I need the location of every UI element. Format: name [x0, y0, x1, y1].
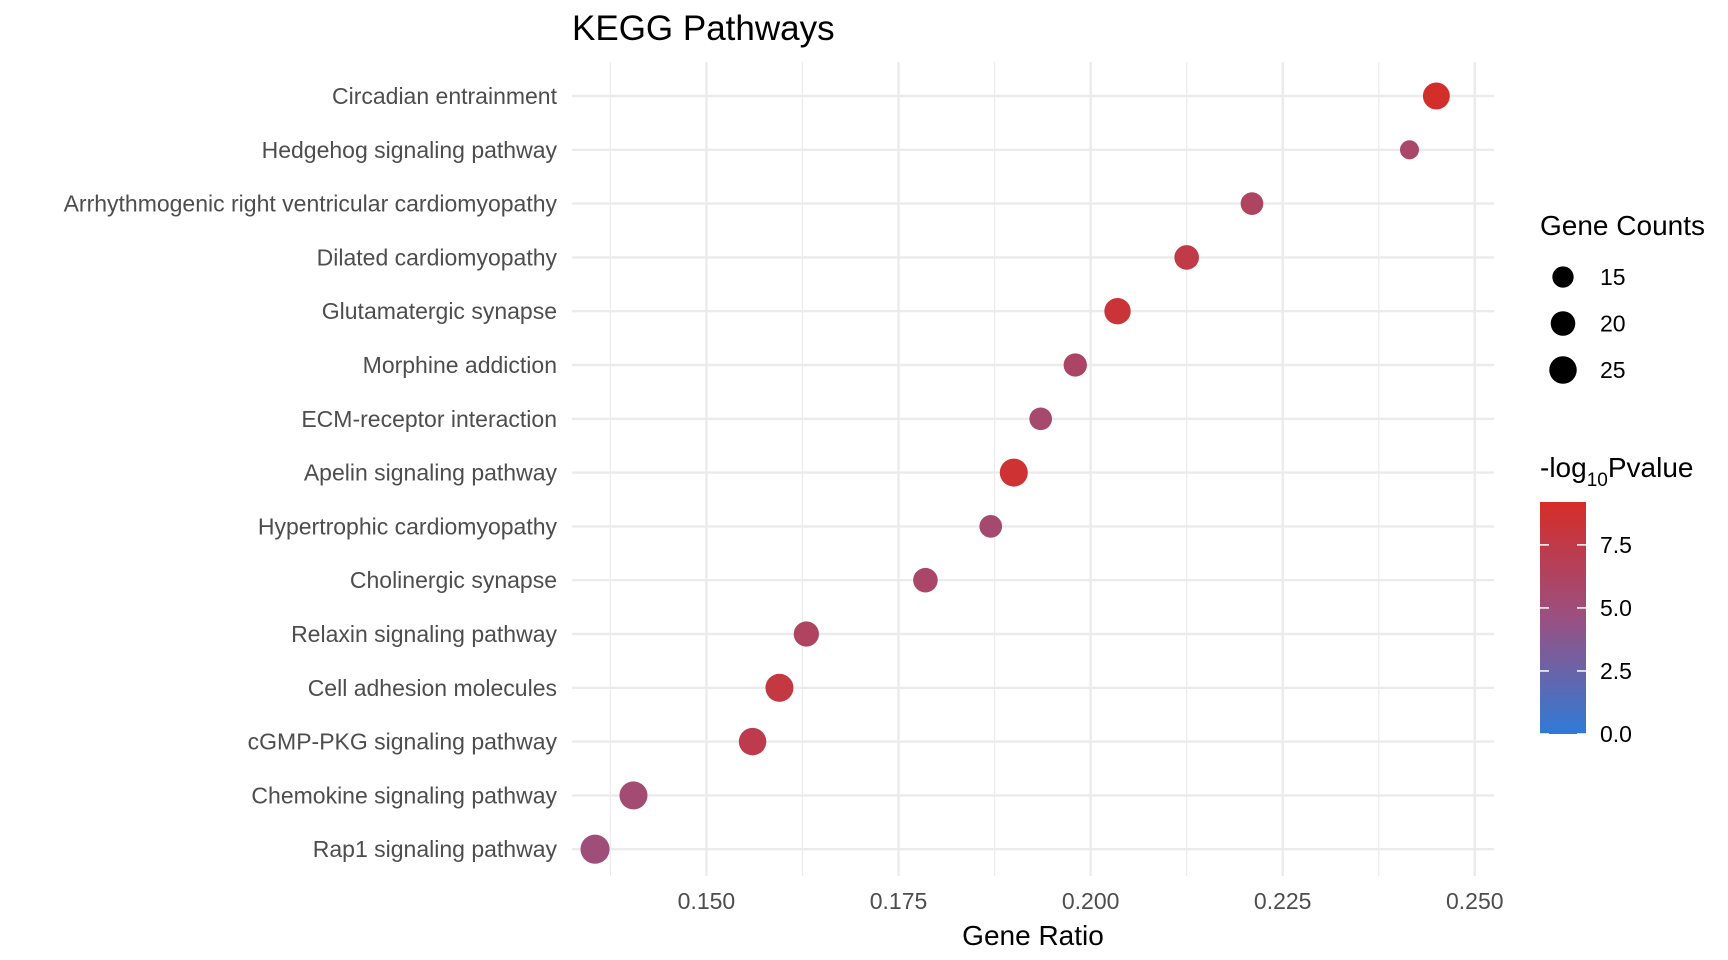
data-point	[979, 515, 1003, 538]
y-tick-label: Glutamatergic synapse	[322, 298, 557, 324]
data-point	[913, 567, 938, 593]
y-tick-labels: Circadian entrainment Hedgehog signaling …	[64, 83, 558, 862]
color-legend-label: 2.5	[1600, 658, 1632, 684]
y-tick-label: Apelin signaling pathway	[304, 460, 558, 486]
data-point	[1029, 407, 1053, 431]
data-point	[1063, 353, 1087, 377]
size-legend-key	[1552, 266, 1574, 288]
data-point	[999, 458, 1028, 487]
data-points	[580, 82, 1450, 864]
size-legend-key	[1550, 311, 1576, 336]
size-legend: Gene Counts 15 20 25	[1540, 210, 1705, 384]
data-point	[738, 727, 767, 756]
x-axis-title: Gene Ratio	[962, 920, 1104, 951]
y-tick-label: Circadian entrainment	[332, 83, 558, 109]
chart-title: KEGG Pathways	[572, 9, 835, 48]
y-tick-label: Rap1 signaling pathway	[313, 836, 558, 862]
y-tick-label: Relaxin signaling pathway	[291, 621, 557, 647]
y-tick-label: Hypertrophic cardiomyopathy	[258, 513, 558, 539]
color-legend: -log10Pvalue 7.5 5.0 2.5 0.0	[1540, 452, 1693, 747]
grid-lines	[572, 62, 1494, 876]
x-tick-label: 0.250	[1446, 888, 1504, 914]
data-point	[1399, 140, 1420, 160]
color-legend-label: 0.0	[1600, 721, 1632, 747]
y-tick-label: Dilated cardiomyopathy	[317, 244, 558, 270]
size-legend-key	[1549, 356, 1577, 384]
y-tick-label: Hedgehog signaling pathway	[262, 137, 558, 163]
data-point	[1422, 82, 1450, 110]
size-legend-label: 15	[1600, 264, 1626, 290]
x-tick-labels: 0.150 0.175 0.200 0.225 0.250	[678, 888, 1504, 914]
color-legend-title-subscript: 10	[1587, 470, 1608, 491]
color-legend-label: 7.5	[1600, 532, 1632, 558]
y-tick-label: ECM-receptor interaction	[301, 406, 557, 432]
y-tick-label: Chemokine signaling pathway	[251, 782, 557, 808]
size-legend-title: Gene Counts	[1540, 210, 1705, 241]
color-legend-bar	[1540, 502, 1586, 734]
data-point	[1240, 192, 1264, 215]
y-tick-label: Morphine addiction	[363, 352, 557, 378]
data-point	[1104, 298, 1131, 325]
color-legend-title-suffix: Pvalue	[1608, 452, 1694, 483]
color-legend-title-prefix: -log	[1540, 452, 1587, 483]
y-tick-label: cGMP-PKG signaling pathway	[248, 729, 558, 755]
size-legend-label: 20	[1600, 311, 1626, 337]
data-point	[580, 834, 610, 864]
x-tick-label: 0.175	[870, 888, 928, 914]
color-legend-title: -log10Pvalue	[1540, 452, 1693, 491]
y-tick-label: Cholinergic synapse	[350, 567, 557, 593]
x-tick-label: 0.200	[1062, 888, 1120, 914]
data-point	[793, 621, 819, 647]
color-legend-label: 5.0	[1600, 595, 1632, 621]
size-legend-label: 25	[1600, 357, 1626, 383]
x-tick-label: 0.150	[678, 888, 736, 914]
y-tick-label: Cell adhesion molecules	[308, 675, 557, 701]
x-tick-label: 0.225	[1254, 888, 1312, 914]
data-point	[619, 781, 648, 810]
data-point	[1174, 245, 1199, 270]
y-tick-label: Arrhythmogenic right ventricular cardiom…	[64, 191, 558, 217]
data-point	[765, 673, 794, 702]
